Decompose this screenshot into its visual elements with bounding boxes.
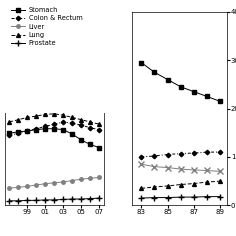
- Legend: Stomach, Colon & Rectum, Liver, Lung, Prostate: Stomach, Colon & Rectum, Liver, Lung, Pr…: [9, 6, 84, 48]
